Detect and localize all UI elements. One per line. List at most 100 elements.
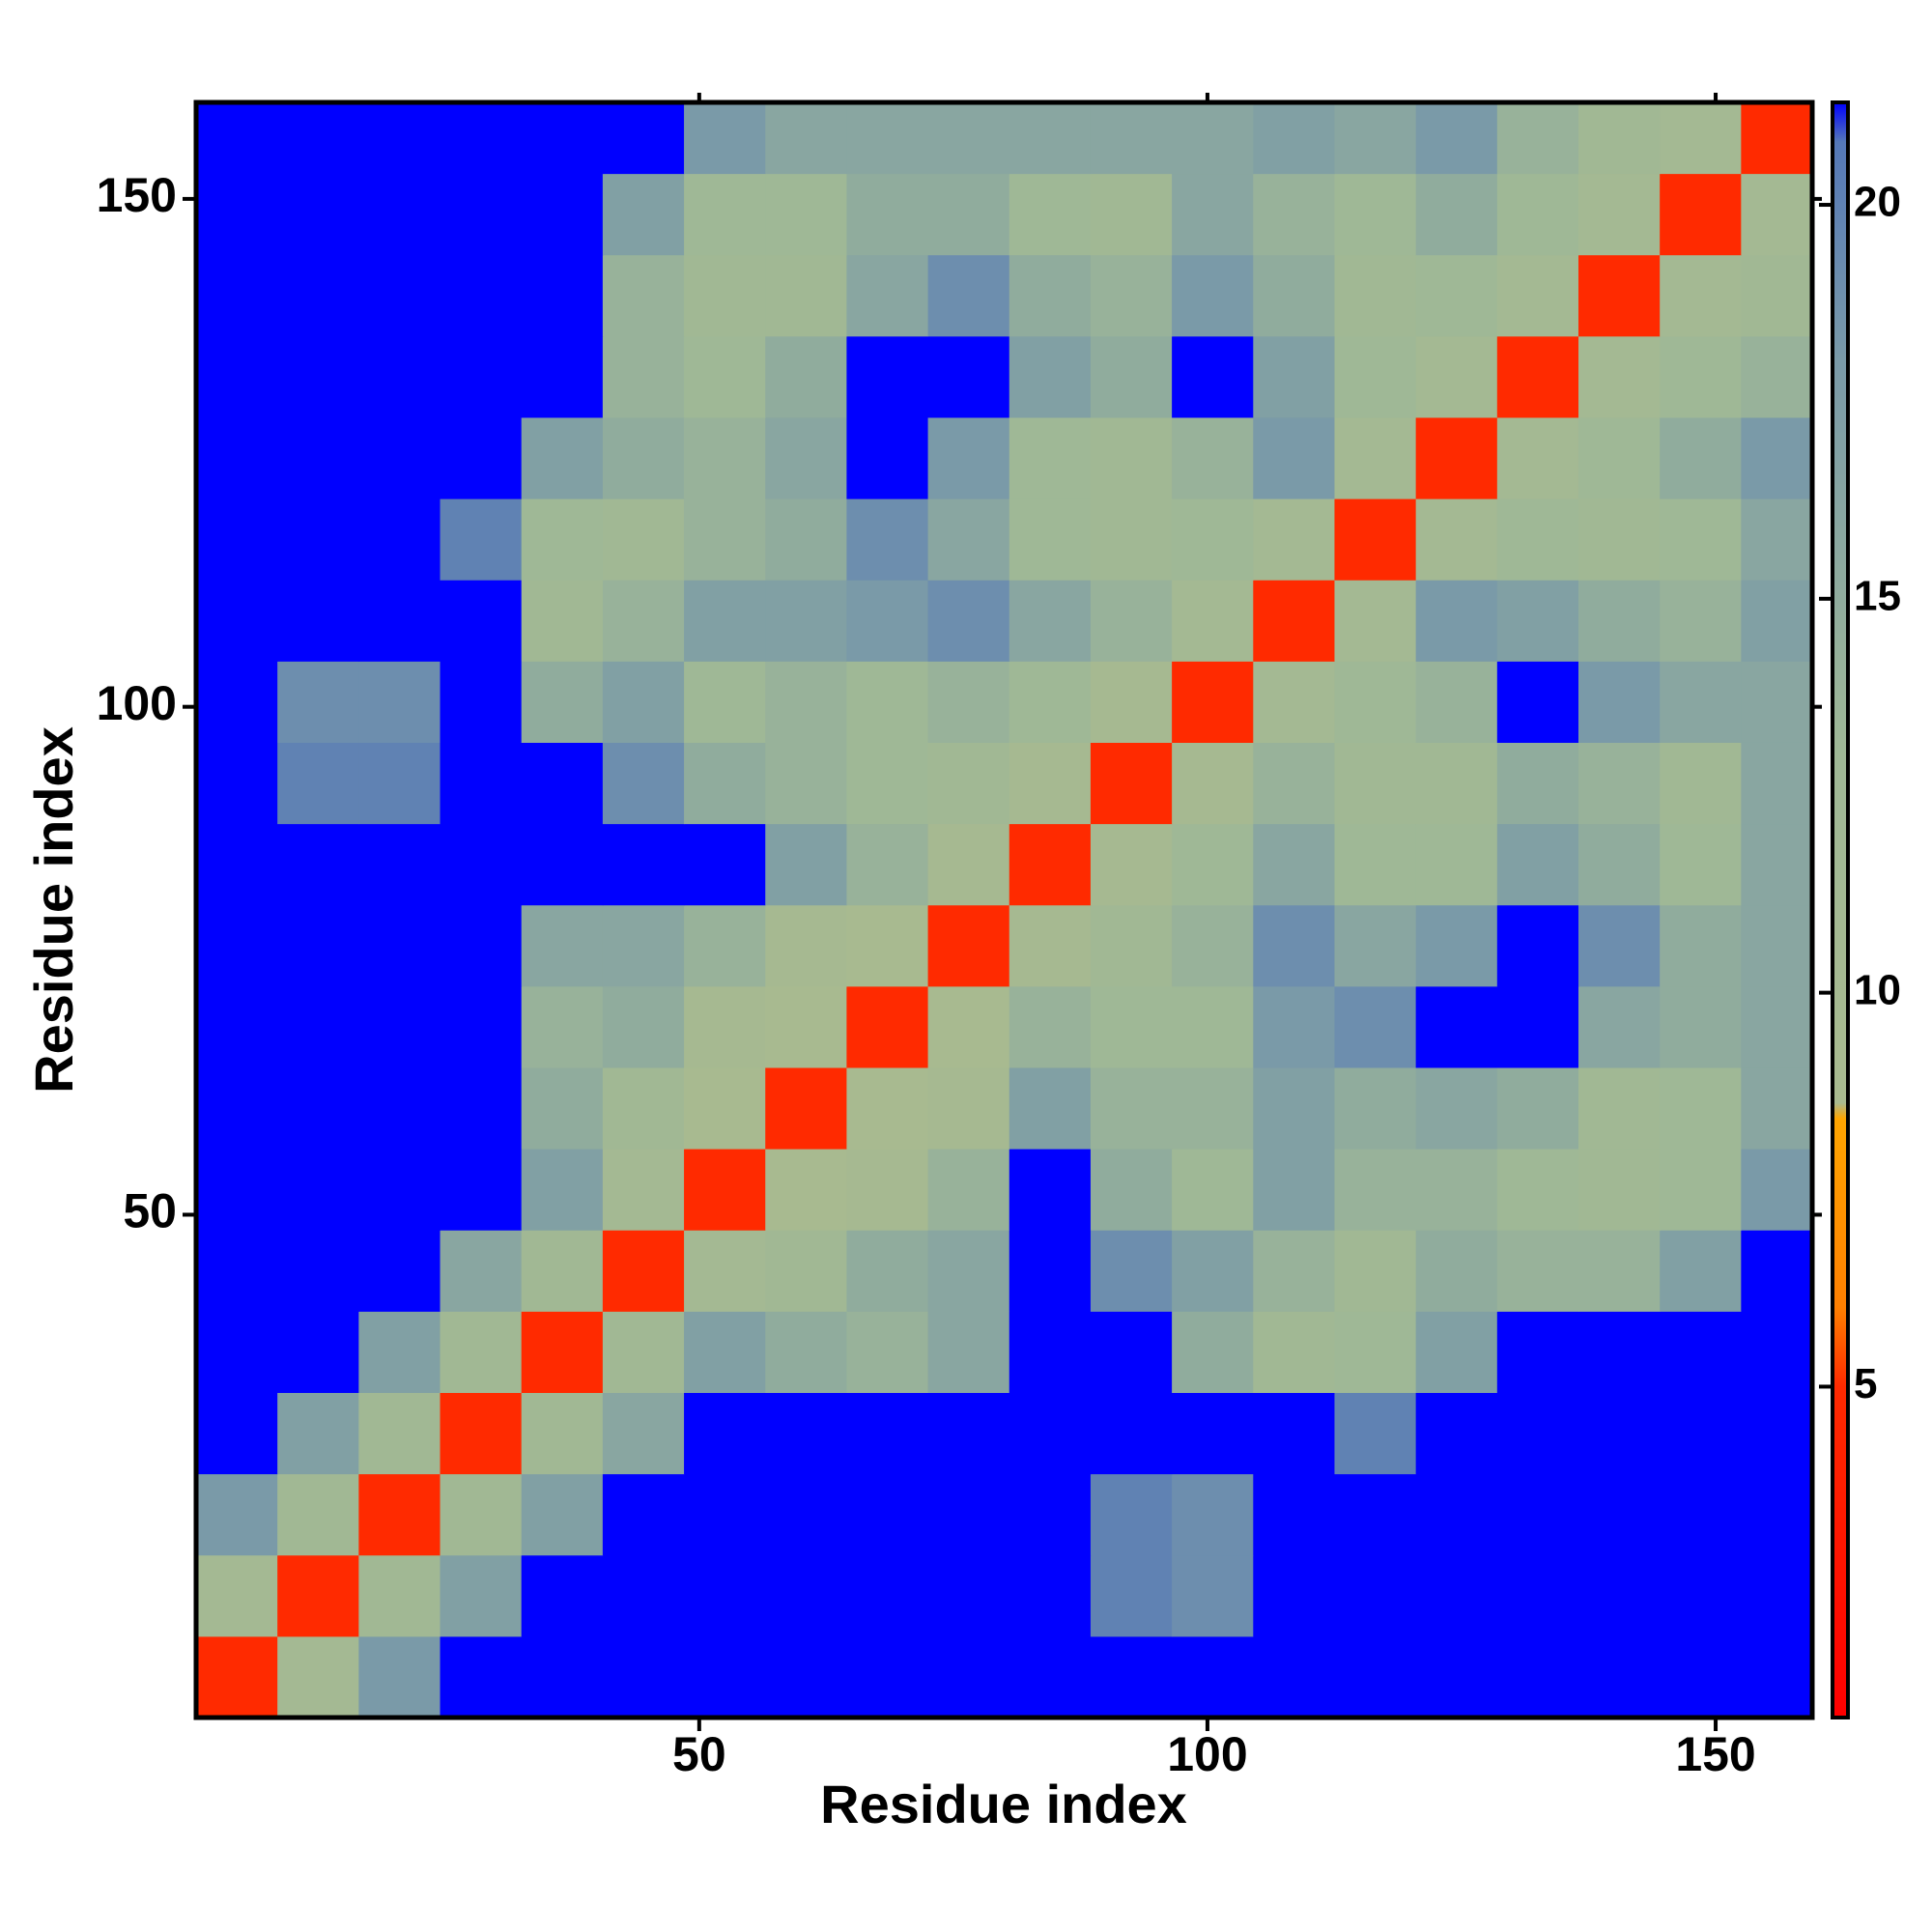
- cell: [1253, 661, 1335, 743]
- cell: [440, 1311, 523, 1393]
- y-tick-label: 150: [97, 168, 177, 222]
- cell: [1334, 985, 1417, 1068]
- cell: [1741, 823, 1812, 906]
- cell: [927, 1311, 1010, 1393]
- cell: [1009, 1149, 1092, 1231]
- cell: [1172, 661, 1254, 743]
- cell: [846, 1473, 929, 1556]
- colorbar-tick-label: 5: [1854, 1360, 1877, 1407]
- cell: [602, 102, 685, 175]
- cell: [684, 985, 766, 1068]
- cell: [1660, 1635, 1742, 1718]
- cell: [1741, 1635, 1812, 1718]
- cell: [1741, 254, 1812, 337]
- cell: [1009, 1554, 1092, 1637]
- cell: [684, 498, 766, 581]
- cell: [1090, 1311, 1173, 1393]
- cell: [1009, 1392, 1092, 1475]
- cell: [1334, 1230, 1417, 1312]
- cell: [1660, 742, 1742, 825]
- cell: [1009, 742, 1092, 825]
- cell: [684, 904, 766, 987]
- x-tick-label: 150: [1675, 1727, 1755, 1781]
- cell: [1009, 498, 1092, 581]
- cell: [1741, 335, 1812, 418]
- cell: [1496, 661, 1579, 743]
- cell: [440, 1554, 523, 1637]
- cell: [1334, 661, 1417, 743]
- cell: [1172, 1554, 1254, 1637]
- cell: [765, 173, 847, 256]
- cell: [1415, 102, 1498, 175]
- cell: [927, 661, 1010, 743]
- cell: [521, 498, 604, 581]
- cell: [1334, 102, 1417, 175]
- cell: [521, 742, 604, 825]
- cell: [1090, 254, 1173, 337]
- cell: [846, 102, 929, 175]
- cell: [1090, 1635, 1173, 1718]
- cell: [1334, 823, 1417, 906]
- cell: [1253, 416, 1335, 499]
- cell: [1577, 1554, 1661, 1637]
- cell: [1334, 1392, 1417, 1475]
- cell: [1660, 1311, 1742, 1393]
- cell: [440, 254, 523, 337]
- cell: [440, 173, 523, 256]
- heatmap: [196, 102, 1812, 1718]
- cell: [927, 1149, 1010, 1231]
- cell: [277, 580, 359, 662]
- cell: [1577, 823, 1661, 906]
- cell: [684, 173, 766, 256]
- cell: [1090, 1554, 1173, 1637]
- cell: [1009, 580, 1092, 662]
- cell: [440, 904, 523, 987]
- cell: [277, 661, 359, 743]
- cell: [521, 1311, 604, 1393]
- cell: [1253, 742, 1335, 825]
- cell: [1009, 1635, 1092, 1718]
- cell: [1577, 335, 1661, 418]
- cell: [358, 1473, 441, 1556]
- cell: [196, 580, 278, 662]
- cell: [1496, 173, 1579, 256]
- cell: [1577, 254, 1661, 337]
- cell: [846, 1635, 929, 1718]
- cell: [277, 416, 359, 499]
- cell: [1253, 1473, 1335, 1556]
- cell: [196, 661, 278, 743]
- cell: [1496, 580, 1579, 662]
- cell: [927, 1066, 1010, 1150]
- cell: [1660, 1392, 1742, 1475]
- cell: [1496, 498, 1579, 581]
- cell: [765, 742, 847, 825]
- cell: [1415, 254, 1498, 337]
- cell: [1415, 1392, 1498, 1475]
- cell: [521, 416, 604, 499]
- cell: [927, 498, 1010, 581]
- cell: [196, 1311, 278, 1393]
- cell: [1090, 1149, 1173, 1231]
- cell: [846, 823, 929, 906]
- cell: [1741, 416, 1812, 499]
- cell: [1090, 985, 1173, 1068]
- cell: [521, 985, 604, 1068]
- cell: [1741, 173, 1812, 256]
- cell: [1496, 1635, 1579, 1718]
- cell: [602, 416, 685, 499]
- cell: [846, 498, 929, 581]
- cell: [440, 661, 523, 743]
- cell: [1415, 498, 1498, 581]
- cell: [1660, 498, 1742, 581]
- cell: [1496, 1066, 1579, 1150]
- cell: [846, 1554, 929, 1637]
- cell: [846, 1066, 929, 1150]
- cell: [1741, 102, 1812, 175]
- cell: [765, 904, 847, 987]
- cell: [1741, 498, 1812, 581]
- cell: [277, 1066, 359, 1150]
- cell: [1496, 254, 1579, 337]
- cell: [602, 498, 685, 581]
- cell: [1577, 1392, 1661, 1475]
- cell: [602, 1230, 685, 1312]
